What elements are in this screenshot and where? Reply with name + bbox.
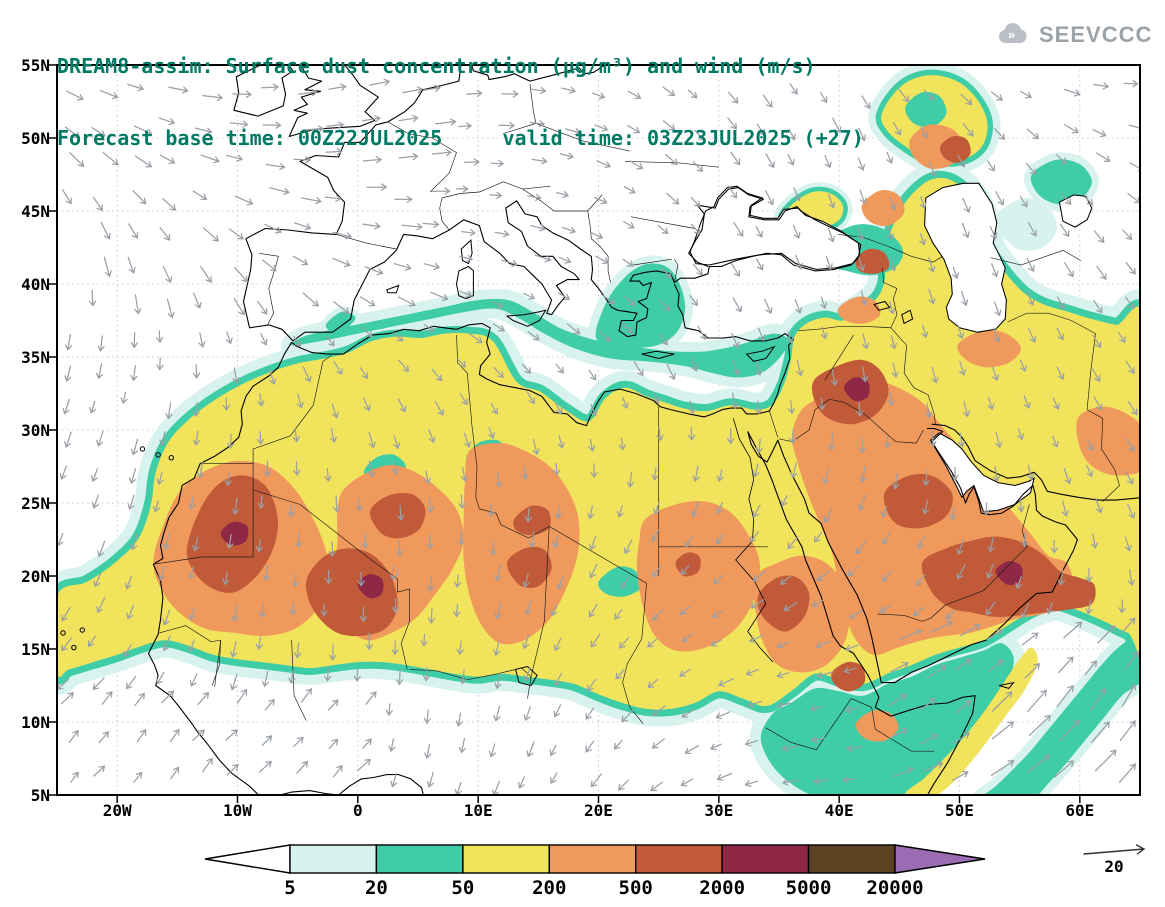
wind-reference-value: 20 bbox=[1104, 857, 1124, 876]
lat-tick-label: 10N bbox=[21, 713, 50, 732]
colorbar-level-label: 200 bbox=[532, 877, 567, 899]
country-borders bbox=[153, 83, 1120, 752]
map-content bbox=[57, 65, 1140, 795]
colorbar-level-label: 50 bbox=[451, 877, 475, 899]
colorbar-level-label: 20000 bbox=[866, 877, 924, 899]
lat-tick-label: 15N bbox=[21, 640, 50, 659]
lat-tick-label: 55N bbox=[21, 56, 50, 75]
chart-subtitle: Forecast base time: 00Z22JUL2025 valid t… bbox=[57, 126, 864, 150]
wind-arrows bbox=[57, 78, 1140, 795]
lon-tick-label: 0 bbox=[353, 801, 363, 820]
lat-tick-label: 40N bbox=[21, 275, 50, 294]
lon-tick-label: 20E bbox=[584, 801, 613, 820]
chart-title: DREAM8-assim: Surface dust concentration… bbox=[57, 54, 816, 78]
colorbar bbox=[204, 844, 986, 874]
dust-concentration-layers bbox=[57, 65, 1140, 795]
coastlines bbox=[60, 65, 1140, 795]
lon-tick-label: 10W bbox=[223, 801, 252, 820]
colorbar-level-label: 500 bbox=[618, 877, 653, 899]
lon-tick-label: 30E bbox=[704, 801, 734, 820]
colorbar-level-label: 5000 bbox=[785, 877, 832, 899]
lat-tick-label: 25N bbox=[21, 494, 50, 513]
title-block: DREAM8-assim: Surface dust concentration… bbox=[57, 6, 864, 198]
seevccc-logo: » SEEVCCC bbox=[995, 22, 1152, 48]
wind-reference-arrow bbox=[1083, 844, 1146, 855]
lat-tick-label: 20N bbox=[21, 567, 50, 586]
colorbar-level-label: 20 bbox=[364, 877, 388, 899]
lat-tick-label: 50N bbox=[21, 129, 50, 148]
colorbar-level-label: 2000 bbox=[699, 877, 746, 899]
lat-tick-label: 5N bbox=[30, 786, 50, 805]
lon-tick-label: 10E bbox=[463, 801, 493, 820]
sea-mask bbox=[690, 183, 1092, 512]
lon-tick-label: 60E bbox=[1065, 801, 1095, 820]
map-frame bbox=[49, 64, 1141, 803]
cloud-icon: » bbox=[998, 23, 1027, 43]
colorbar-level-label: 5 bbox=[284, 877, 296, 899]
lat-tick-label: 45N bbox=[21, 202, 50, 221]
lat-tick-label: 35N bbox=[21, 348, 50, 367]
logo-text: SEEVCCC bbox=[1039, 22, 1153, 47]
lon-tick-label: 50E bbox=[945, 801, 974, 820]
lon-tick-label: 40E bbox=[824, 801, 854, 820]
svg-text:»: » bbox=[1008, 27, 1015, 42]
lon-tick-label: 20W bbox=[102, 801, 132, 820]
lat-tick-label: 30N bbox=[21, 421, 50, 440]
